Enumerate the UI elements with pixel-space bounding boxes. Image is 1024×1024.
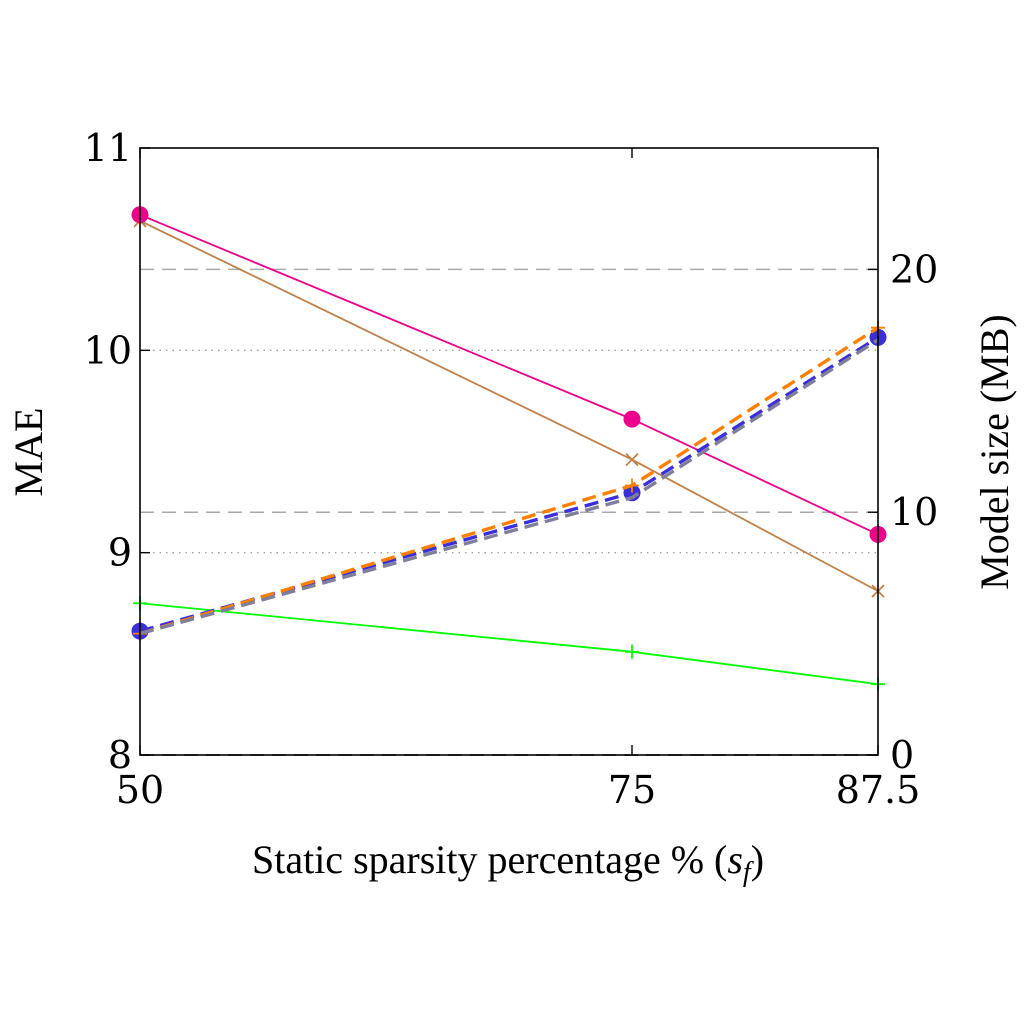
- y-left-tick-label: 10: [84, 328, 132, 372]
- series-6: [139, 338, 879, 636]
- y-left-tick-label: 11: [84, 126, 132, 170]
- x-tick-label: 75: [608, 768, 656, 812]
- data-point: [625, 452, 639, 467]
- axis-ticks: [139, 147, 879, 756]
- series-4: [131, 328, 887, 640]
- series-layer: [131, 206, 887, 692]
- series-line: [139, 338, 879, 636]
- y-left-tick-label: 8: [108, 733, 132, 777]
- series-line: [139, 220, 879, 592]
- x-axis-title-var: s: [727, 837, 743, 882]
- series-3: [133, 596, 885, 692]
- data-point: [623, 410, 641, 428]
- plot-frame: [139, 147, 879, 756]
- x-axis-title-sub: f: [743, 857, 754, 888]
- data-point: [625, 478, 639, 493]
- y-right-tick-label: 20: [890, 247, 938, 291]
- tick-labels: 50 75 87.5 8 9 10 11 0 10 20: [84, 126, 939, 812]
- series-line: [139, 326, 879, 636]
- x-axis-title: Static sparsity percentage % (sf): [252, 837, 764, 888]
- series-line: [139, 213, 879, 536]
- series-line: [139, 602, 879, 686]
- series-1: [131, 206, 887, 543]
- y-right-tick-label: 10: [890, 490, 938, 534]
- data-point: [625, 644, 639, 659]
- y-right-tick-label: 0: [890, 733, 914, 777]
- y-left-tick-label: 9: [108, 531, 132, 575]
- y-axis-right-title: Model size (MB): [972, 314, 1017, 590]
- y-axis-left-title: MAE: [6, 408, 51, 497]
- x-tick-label: 50: [116, 768, 164, 812]
- x-axis-title-close: ): [751, 837, 764, 882]
- series-line: [139, 335, 879, 633]
- grid-lines: [140, 268, 878, 756]
- x-tick-label: 87.5: [836, 768, 921, 812]
- x-axis-title-text: Static sparsity percentage % (: [252, 837, 727, 882]
